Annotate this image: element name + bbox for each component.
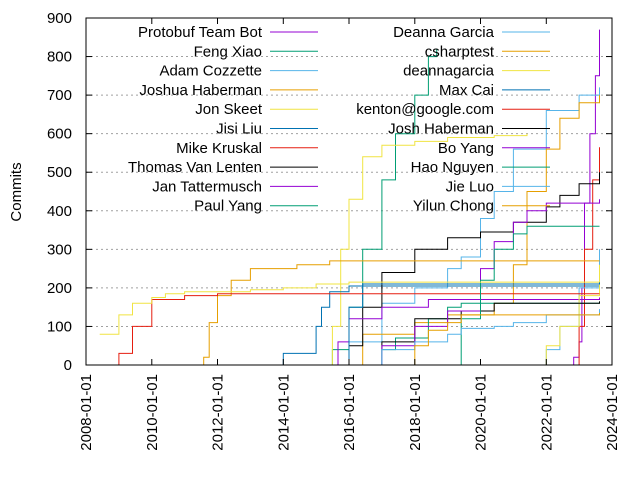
y-tick-label: 300: [47, 241, 72, 258]
series-line-19: [395, 312, 600, 366]
legend-label: Yilun Chong: [413, 198, 494, 215]
legend-label: Jie Luo: [446, 178, 494, 195]
y-tick-label: 700: [47, 87, 72, 104]
x-tick-label: 2010-01-01: [144, 374, 161, 451]
legend-label: Thomas Van Lenten: [128, 159, 262, 176]
y-tick-label: 500: [47, 164, 72, 181]
legend-entry: Jon Skeet: [195, 101, 318, 118]
legend-entry: kenton@google.com: [356, 101, 550, 118]
legend-label: Jan Tattermusch: [152, 178, 262, 195]
series-line-18: [362, 309, 600, 366]
y-axis-label: Commits: [8, 162, 25, 221]
series-line-10: [535, 249, 600, 366]
series-line-12: [535, 264, 600, 366]
legend-label: Deanna Garcia: [393, 24, 495, 41]
legend-label: Paul Yang: [194, 198, 262, 215]
legend-entry: Mike Kruskal: [176, 140, 318, 157]
legend-entry: Bo Yang: [438, 140, 550, 157]
legend-label: Bo Yang: [438, 140, 494, 157]
legend-entry: Jisi Liu: [216, 121, 318, 138]
x-tick-label: 2018-01-01: [407, 374, 424, 451]
x-tick-label: 2012-01-01: [210, 374, 227, 451]
legend-entry: Thomas Van Lenten: [128, 159, 318, 176]
series-line-1: [321, 48, 438, 366]
axes: 0 100 200 300 400 500 600 700 800 900 2008-01-01 20…: [47, 10, 621, 451]
legend-label: Hao Nguyen: [411, 159, 494, 176]
series-line-14: [102, 293, 600, 366]
series-line-15: [362, 301, 600, 366]
legend-label: kenton@google.com: [356, 101, 494, 118]
series-line-6: [570, 147, 600, 366]
legend-entry: Paul Yang: [194, 198, 318, 215]
y-tick-label: 400: [47, 203, 72, 220]
series-line-5: [269, 284, 600, 366]
x-tick-label: 2016-01-01: [341, 374, 358, 451]
legend-entry: Joshua Haberman: [139, 82, 318, 99]
legend-entry: Hao Nguyen: [411, 159, 550, 176]
legend-entry: Deanna Garcia: [393, 24, 550, 41]
x-tick-label: 2022-01-01: [538, 374, 555, 451]
y-tick-label: 900: [47, 10, 72, 27]
legend-entry: Josh Haberman: [388, 121, 550, 138]
legend-entry: Adam Cozzette: [159, 63, 318, 80]
series-line-17: [447, 225, 600, 366]
series-line-20: [99, 281, 600, 335]
series-line-13: [316, 282, 600, 366]
legend-entry: Yilun Chong: [413, 198, 550, 215]
legend-entry: Feng Xiao: [194, 43, 318, 60]
y-tick-label: 800: [47, 49, 72, 66]
y-tick-label: 600: [47, 126, 72, 143]
legend-label: Feng Xiao: [194, 43, 262, 60]
legend-entry: csharptest: [425, 43, 550, 60]
legend-label: csharptest: [425, 43, 495, 60]
legend: Protobuf Team Bot Feng Xiao Adam Cozzette J…: [128, 24, 550, 215]
legend-entry: Jie Luo: [446, 178, 550, 195]
legend-label: Jon Skeet: [195, 101, 263, 118]
legend-entry: Jan Tattermusch: [152, 178, 318, 195]
y-tick-label: 100: [47, 318, 72, 335]
y-tick-label: 200: [47, 280, 72, 297]
x-tick-label: 2020-01-01: [473, 374, 490, 451]
series-line-7: [326, 172, 600, 366]
legend-label: deannagarcia: [403, 63, 495, 80]
series-line-4: [326, 133, 528, 366]
series-line-8: [329, 297, 600, 366]
series-line-11: [198, 260, 600, 366]
series-lines: [99, 29, 600, 366]
legend-entry: deannagarcia: [403, 63, 550, 80]
x-tick-label: 2014-01-01: [275, 374, 292, 451]
legend-label: Joshua Haberman: [139, 82, 262, 99]
legend-entry: Protobuf Team Bot: [138, 24, 318, 41]
y-tick-label: 0: [64, 357, 72, 374]
x-tick-label: 2024-01-01: [604, 374, 621, 451]
legend-label: Protobuf Team Bot: [138, 24, 263, 41]
legend-label: Jisi Liu: [216, 121, 262, 138]
legend-label: Adam Cozzette: [159, 63, 262, 80]
legend-label: Mike Kruskal: [176, 140, 262, 157]
legend-entry: Max Cai: [439, 82, 550, 99]
legend-label: Josh Haberman: [388, 121, 494, 138]
legend-label: Max Cai: [439, 82, 494, 99]
x-tick-label: 2008-01-01: [78, 374, 95, 451]
